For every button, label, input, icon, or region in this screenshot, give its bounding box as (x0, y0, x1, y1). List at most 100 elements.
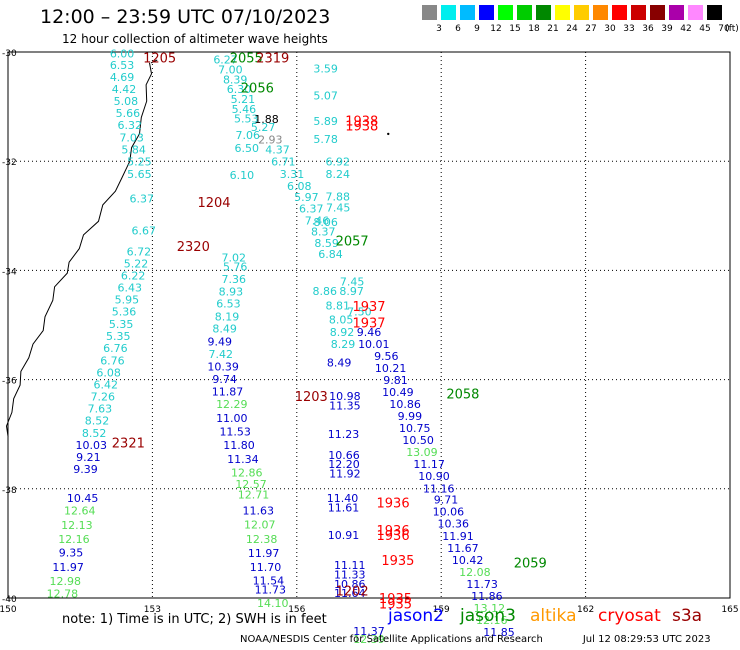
footer-timestamp: Jul 12 08:29:53 UTC 2023 (582, 634, 711, 645)
wave-height-reading: 9.71 (434, 494, 459, 507)
wave-height-reading: 9.21 (76, 451, 101, 464)
pass-time-label: 2058 (446, 387, 479, 402)
wave-height-reading: 12.29 (216, 398, 248, 411)
wave-height-reading: 6.08 (287, 180, 312, 193)
wave-height-reading: 14.10 (257, 597, 289, 610)
wave-height-reading: 11.16 (423, 482, 455, 495)
wave-height-reading: 6.67 (131, 225, 156, 238)
wave-height-reading: 6.50 (234, 142, 259, 155)
wave-height-reading: 10.06 (433, 506, 465, 519)
legend-swatch (631, 5, 646, 20)
legend-swatch (479, 5, 494, 20)
pass-time-label: 1938 (345, 114, 378, 129)
wave-height-reading: 10.75 (399, 422, 431, 435)
wave-height-reading: 11.37 (353, 625, 385, 638)
wave-height-reading: 8.52 (85, 415, 110, 428)
legend-label: 3 (436, 24, 442, 34)
wave-height-reading: 6.53 (216, 298, 241, 311)
wave-height-reading: 9.74 (212, 373, 237, 386)
lat-tick-label: -36 (2, 377, 17, 387)
wave-height-reading: 12.13 (61, 519, 93, 532)
map-title: 12:00 – 23:59 UTC 07/10/2023 (40, 6, 331, 28)
lon-tick-label: 159 (433, 605, 450, 615)
map-subtitle: 12 hour collection of altimeter wave hei… (62, 32, 328, 46)
wave-height-reading: 7.06 (235, 129, 260, 142)
wave-height-reading: 6.71 (271, 156, 296, 169)
wave-height-reading: 6.32 (118, 119, 143, 132)
wave-height-reading: 11.70 (250, 561, 282, 574)
pass-time-label: 2320 (177, 240, 210, 255)
wave-height-reading: 11.33 (334, 569, 366, 582)
wave-height-reading: 10.86 (389, 398, 421, 411)
wave-height-reading: 12.86 (231, 466, 263, 479)
wave-height-reading: 11.23 (328, 428, 360, 441)
wave-height-reading: 7.02 (221, 251, 246, 264)
wave-height-reading: 11.35 (329, 399, 361, 412)
wave-height-reading: 11.97 (52, 561, 84, 574)
wave-height-reading: 4.42 (112, 83, 137, 96)
wave-height-reading: 11.34 (227, 453, 259, 466)
legend-label: 15 (509, 24, 521, 34)
wave-height-reading: 5.35 (106, 330, 131, 343)
wave-height-reading: 12.57 (235, 478, 267, 491)
wave-height-reading: 5.84 (121, 144, 146, 157)
legend-label: 21 (547, 24, 559, 34)
pass-time-label: 1936 (377, 529, 410, 544)
wave-height-reading: 11.54 (253, 575, 285, 588)
satellite-altika: altika (530, 606, 577, 626)
footer: NOAA/NESDIS Center for Satellite Applica… (240, 634, 711, 645)
wave-height-reading: 10.45 (67, 492, 99, 505)
legend-swatch (422, 5, 437, 20)
wave-height-reading: 9.46 (357, 326, 382, 339)
wave-height-reading: 11.00 (216, 412, 248, 425)
lon-tick-label: 153 (144, 605, 161, 615)
wave-height-reading: 12.38 (246, 533, 278, 546)
lat-tick-label: -38 (2, 486, 17, 496)
wave-height-reading: 8.49 (212, 322, 237, 335)
legend-swatch (517, 5, 532, 20)
lat-tick-label: -40 (2, 595, 17, 605)
wave-height-reading: 13.09 (406, 446, 438, 459)
wave-height-reading: 12.07 (244, 518, 276, 531)
wave-height-reading: 12.98 (50, 575, 82, 588)
wave-height-reading: 11.67 (447, 542, 479, 555)
wave-height-reading: 5.65 (127, 168, 152, 181)
wave-height-reading: 7.00 (218, 63, 243, 76)
coastline (5, 62, 153, 437)
wave-height-reading: 5.27 (251, 121, 276, 134)
wave-height-reading: 7.46 (305, 215, 330, 228)
wave-height-reading: 10.90 (418, 470, 450, 483)
lat-tick-label: -30 (2, 49, 17, 59)
wave-height-reading: 10.49 (382, 386, 414, 399)
wave-height-reading: 7.03 (119, 132, 144, 145)
wave-height-reading: 7.50 (347, 305, 372, 318)
lat-tick-label: -34 (2, 267, 17, 277)
legend-label: 27 (585, 24, 597, 34)
wave-height-reading: 9.35 (59, 547, 84, 560)
legend-label: 33 (623, 24, 635, 34)
wave-height-reading: 10.91 (328, 529, 360, 542)
pass-time-label: 1936 (377, 524, 410, 539)
wave-height-reading: 8.06 (313, 216, 338, 229)
wave-height-reading: 9.39 (73, 463, 98, 476)
wave-height-reading: 5.08 (114, 95, 139, 108)
legend-swatch (612, 5, 627, 20)
wave-height-reading: 3.59 (313, 62, 338, 75)
satellite-jason3: jason3 (460, 606, 516, 626)
wave-height-reading: 10.42 (452, 554, 484, 567)
wave-height-reading: 7.63 (88, 403, 113, 416)
wave-height-reading: 11.92 (329, 468, 361, 481)
wave-height-reading: 8.97 (339, 285, 364, 298)
wave-height-reading: 11.87 (212, 386, 244, 399)
wave-height-reading: 8.92 (330, 326, 355, 339)
wave-height-reading: 6.84 (318, 248, 343, 261)
wave-height-reading: 5.53 (234, 113, 259, 126)
wave-height-reading: 5.35 (109, 318, 134, 331)
wave-height-reading: 6.08 (96, 367, 121, 380)
wave-height-reading: 5.22 (124, 257, 149, 270)
wave-height-reading: 5.78 (313, 133, 338, 146)
lat-tick-label: -32 (2, 158, 17, 168)
wave-height-reading: 6.72 (127, 245, 152, 258)
lon-tick-label: 156 (288, 605, 305, 615)
